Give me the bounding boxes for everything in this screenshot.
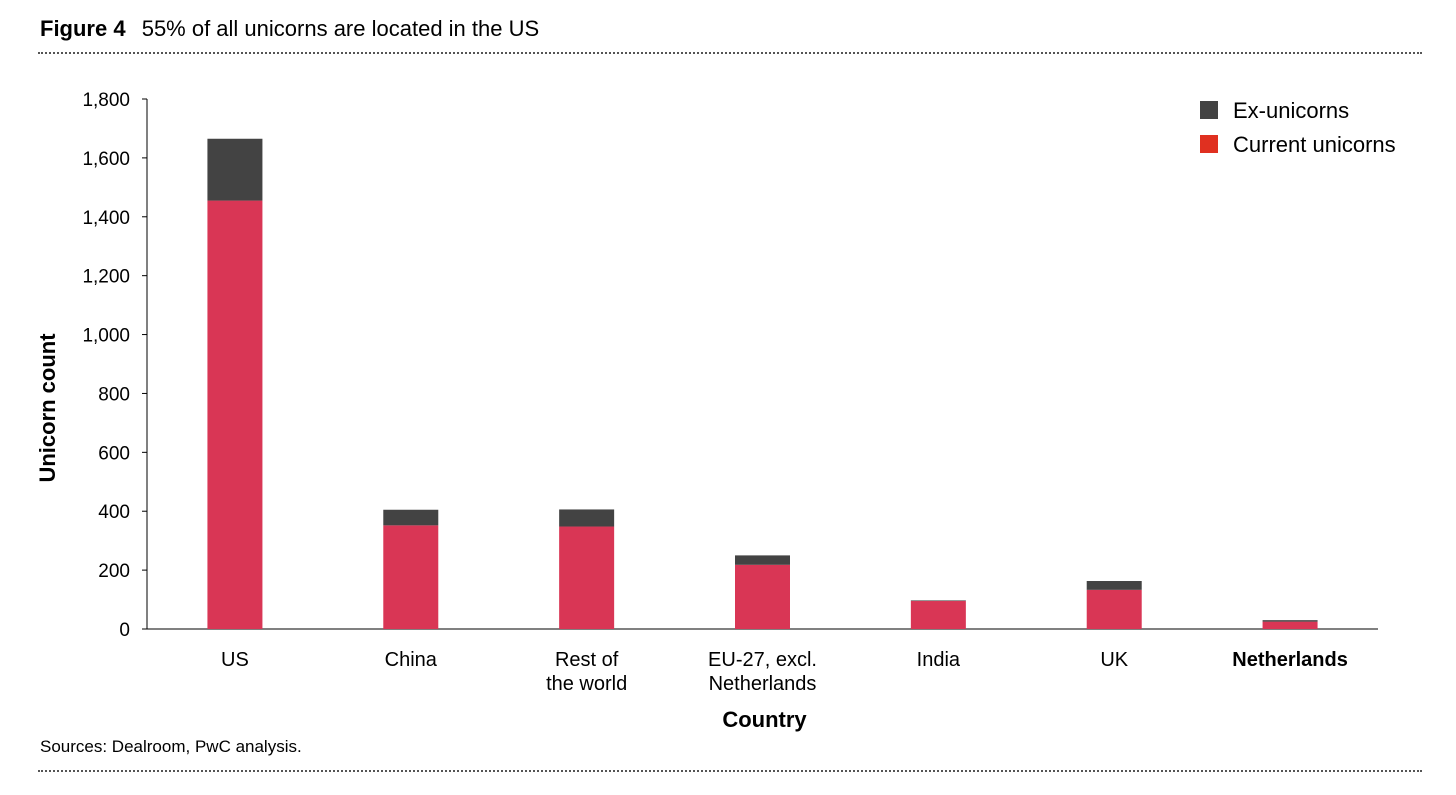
y-tick-label: 1,600 — [82, 149, 130, 170]
y-tick-label: 600 — [98, 443, 130, 464]
stacked-bar-chart: 0 200 400 600 800 1,000 1,200 1,400 1,600 1,800 Un… — [35, 90, 1396, 732]
bar-ex-unicorns — [559, 509, 615, 527]
bar-current-unicorns — [735, 564, 790, 629]
y-tick-label: 0 — [119, 620, 130, 641]
x-tick-label: China — [385, 649, 438, 671]
bar-ex-unicorns — [1086, 581, 1142, 590]
figure-header: Figure 4 55% of all unicorns are located… — [40, 16, 539, 42]
y-tick-label: 800 — [98, 384, 130, 405]
bar-current-unicorns — [1086, 589, 1142, 629]
y-tick-label: 1,000 — [82, 326, 130, 347]
y-tick-label: 400 — [98, 502, 130, 523]
bar-ex-unicorns — [735, 555, 790, 565]
bar-current-unicorns — [383, 525, 439, 629]
bottom-divider — [38, 770, 1422, 772]
y-tick-label: 1,400 — [82, 208, 130, 229]
legend-swatch — [1200, 101, 1218, 119]
bar-current-unicorns — [910, 601, 966, 629]
bar-ex-unicorns — [1262, 620, 1318, 622]
x-tick-label: EU-27, excl. — [708, 649, 817, 671]
x-tick-label: India — [917, 649, 961, 671]
x-tick-label: Netherlands — [1232, 649, 1348, 671]
figure-label: Figure 4 — [40, 16, 126, 41]
y-axis-title: Unicorn count — [35, 333, 60, 483]
bar-ex-unicorns — [383, 509, 439, 526]
x-tick-label: UK — [1100, 649, 1128, 671]
top-divider — [38, 52, 1422, 54]
legend-label: Current unicorns — [1233, 132, 1396, 157]
x-tick-label: US — [221, 649, 249, 671]
bar-current-unicorns — [1262, 621, 1318, 629]
y-tick-label: 200 — [98, 561, 130, 582]
bar-current-unicorns — [559, 526, 615, 629]
bar-ex-unicorns — [207, 138, 263, 201]
x-tick-label: the world — [546, 673, 627, 695]
x-axis-title: Country — [722, 707, 807, 732]
x-tick-label: Netherlands — [709, 673, 817, 695]
y-tick-label: 1,200 — [82, 267, 130, 288]
bar-current-unicorns — [207, 200, 263, 630]
bar-ex-unicorns — [910, 600, 966, 602]
chart-title: 55% of all unicorns are located in the U… — [141, 16, 540, 41]
legend-swatch — [1200, 135, 1218, 153]
legend-label: Ex-unicorns — [1233, 98, 1349, 123]
sources-note: Sources: Dealroom, PwC analysis. — [40, 737, 302, 756]
x-tick-label: Rest of — [555, 649, 619, 671]
y-tick-label: 1,800 — [82, 90, 130, 111]
